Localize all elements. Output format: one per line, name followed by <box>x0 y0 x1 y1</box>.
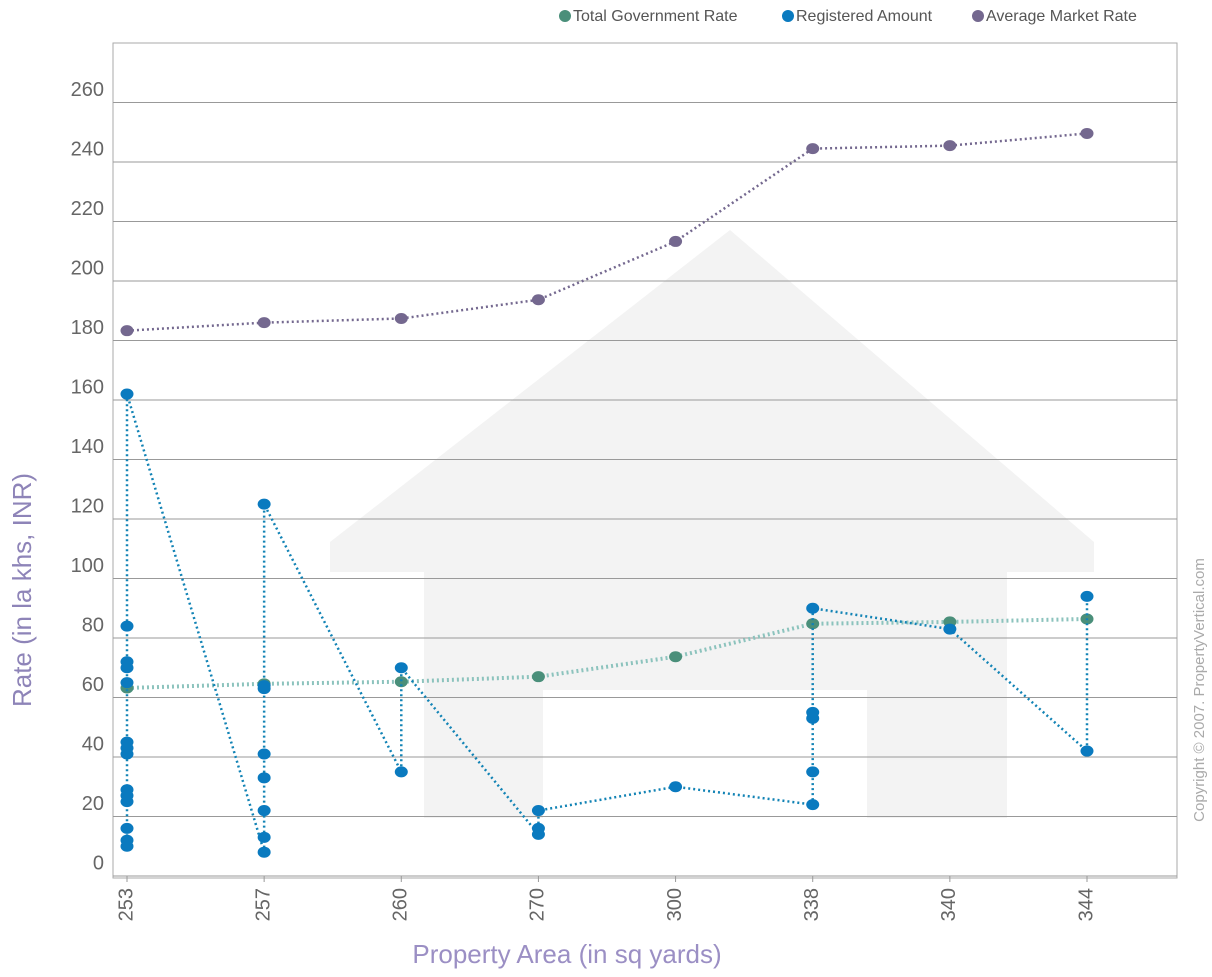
data-point <box>806 706 820 718</box>
data-point <box>669 781 683 793</box>
x-tick-label: 338 <box>801 888 823 921</box>
data-point <box>394 676 408 688</box>
data-point <box>120 736 134 748</box>
data-point <box>669 235 683 247</box>
data-point <box>943 623 957 635</box>
data-point <box>531 294 545 306</box>
x-tick-label: 260 <box>390 888 412 921</box>
y-tick-label: 40 <box>82 733 104 755</box>
data-point <box>806 143 820 155</box>
data-point <box>120 325 134 337</box>
legend-label: Registered Amount <box>796 8 933 25</box>
data-point <box>1080 590 1094 602</box>
y-tick-label: 260 <box>71 79 104 101</box>
data-point <box>806 602 820 614</box>
y-tick-label: 180 <box>71 317 104 339</box>
legend-marker <box>972 10 984 22</box>
data-point <box>394 766 408 778</box>
data-point <box>257 748 271 760</box>
x-tick-label: 253 <box>115 888 137 921</box>
data-point <box>120 834 134 846</box>
y-tick-label: 80 <box>82 614 104 636</box>
y-tick-label: 160 <box>71 376 104 398</box>
y-tick-label: 60 <box>82 674 104 696</box>
y-axis-label: Rate (in la khs, INR) <box>7 473 37 707</box>
data-point <box>531 671 545 683</box>
data-point <box>531 805 545 817</box>
x-tick-label: 300 <box>664 888 686 921</box>
y-tick-label: 240 <box>71 138 104 160</box>
series-line <box>125 393 1089 853</box>
y-tick-label: 100 <box>71 555 104 577</box>
series-line <box>126 132 1088 332</box>
watermark-house <box>330 230 1094 818</box>
y-tick-label: 20 <box>82 793 104 815</box>
data-point <box>257 498 271 510</box>
data-point <box>120 784 134 796</box>
data-point <box>257 317 271 329</box>
y-tick-label: 220 <box>71 198 104 220</box>
legend-marker <box>782 10 794 22</box>
data-point <box>257 805 271 817</box>
data-point <box>394 312 408 324</box>
data-point <box>669 651 683 663</box>
data-point <box>531 822 545 834</box>
data-point <box>120 822 134 834</box>
data-point <box>943 140 957 152</box>
data-point <box>257 846 271 858</box>
data-point <box>394 662 408 674</box>
legend-label: Average Market Rate <box>986 8 1137 25</box>
data-point <box>806 799 820 811</box>
data-point <box>120 620 134 632</box>
x-tick-label: 344 <box>1075 888 1097 921</box>
x-tick-label: 257 <box>252 888 274 921</box>
data-point <box>1080 127 1094 139</box>
y-tick-label: 200 <box>71 257 104 279</box>
data-point <box>120 388 134 400</box>
x-axis-label: Property Area (in sq yards) <box>412 939 721 969</box>
data-point <box>120 656 134 668</box>
data-point <box>257 680 271 692</box>
y-tick-label: 120 <box>71 495 104 517</box>
data-point <box>1080 745 1094 757</box>
legend-label: Total Government Rate <box>573 8 738 25</box>
copyright: Copyright © 2007. PropertyVertical.com <box>1191 558 1208 822</box>
y-tick-label: 140 <box>71 436 104 458</box>
plot-frame <box>112 42 1178 879</box>
data-point <box>806 766 820 778</box>
series-line <box>126 616 1088 690</box>
x-tick-label: 270 <box>527 888 549 921</box>
data-point <box>257 831 271 843</box>
legend-marker <box>559 10 571 22</box>
x-tick-label: 340 <box>938 888 960 921</box>
y-tick-label: 0 <box>93 852 104 874</box>
data-point <box>120 677 134 689</box>
data-point <box>257 772 271 784</box>
